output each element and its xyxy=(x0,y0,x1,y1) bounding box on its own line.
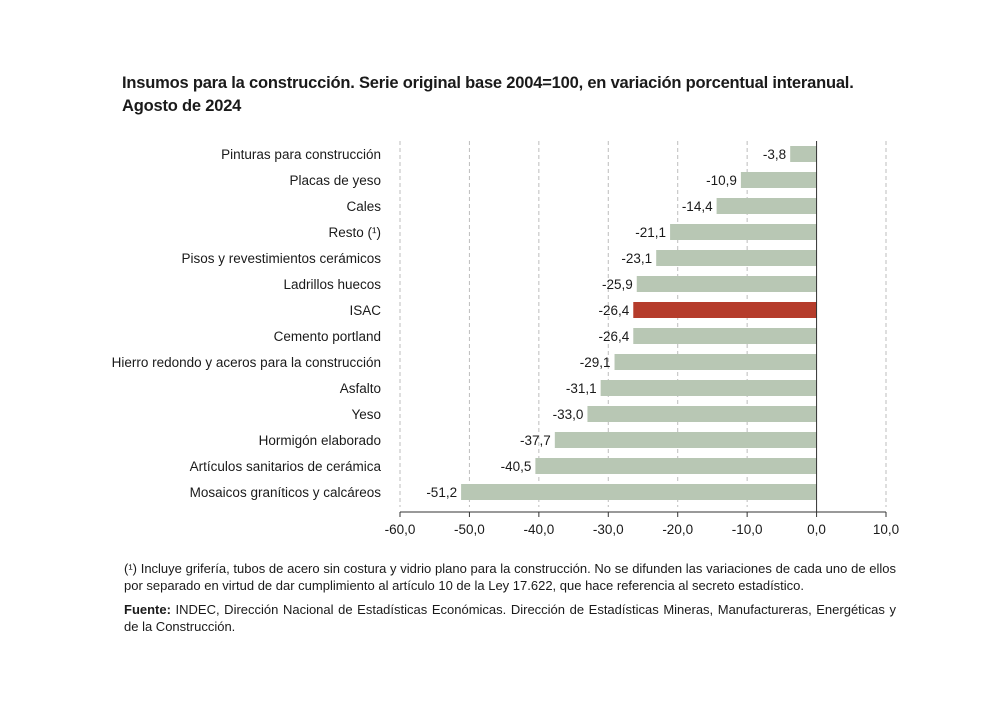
bar xyxy=(636,276,817,292)
bar xyxy=(614,354,817,370)
data-label: -37,7 xyxy=(520,433,551,448)
category-label: ISAC xyxy=(349,303,381,318)
category-label: Pisos y revestimientos cerámicos xyxy=(181,251,381,266)
source-text: INDEC, Dirección Nacional de Estadística… xyxy=(124,602,896,634)
data-label: -3,8 xyxy=(763,147,786,162)
source-label: Fuente: xyxy=(124,602,171,617)
source-note: Fuente: INDEC, Dirección Nacional de Est… xyxy=(124,601,896,635)
bar-chart: Pinturas para construcción -3,8 Placas de … xyxy=(112,141,899,537)
x-tick-label: -30,0 xyxy=(593,522,624,537)
bar xyxy=(716,198,817,214)
data-label: -51,2 xyxy=(426,485,457,500)
category-label: Asfalto xyxy=(340,381,381,396)
bar xyxy=(535,458,817,474)
data-label: -40,5 xyxy=(501,459,532,474)
category-label: Placas de yeso xyxy=(289,173,381,188)
data-label: -33,0 xyxy=(553,407,584,422)
chart-title-line-1: Insumos para la construcción. Serie orig… xyxy=(122,74,854,92)
bar xyxy=(461,484,817,500)
x-tick-label: 10,0 xyxy=(873,522,899,537)
data-label: -25,9 xyxy=(602,277,633,292)
bar xyxy=(587,406,817,422)
category-label: Ladrillos huecos xyxy=(283,277,381,292)
category-label: Cales xyxy=(346,199,381,214)
category-label: Yeso xyxy=(351,407,381,422)
bar xyxy=(633,302,817,318)
x-tick-label: -50,0 xyxy=(454,522,485,537)
category-label: Hierro redondo y aceros para la construc… xyxy=(112,355,381,370)
bar xyxy=(670,224,817,240)
data-label: -23,1 xyxy=(621,251,652,266)
category-label: Cemento portland xyxy=(274,329,381,344)
x-tick-label: 0,0 xyxy=(807,522,826,537)
bar xyxy=(656,250,817,266)
footnote: (¹) Incluye grifería, tubos de acero sin… xyxy=(124,561,896,593)
bar xyxy=(740,172,817,188)
category-label: Artículos sanitarios de cerámica xyxy=(190,459,382,474)
chart-title: Insumos para la construcción. Serie orig… xyxy=(122,72,942,118)
data-label: -14,4 xyxy=(682,199,713,214)
category-label: Pinturas para construcción xyxy=(221,147,381,162)
data-label: -26,4 xyxy=(598,303,629,318)
data-label: -31,1 xyxy=(566,381,597,396)
data-label: -26,4 xyxy=(598,329,629,344)
bar xyxy=(554,432,817,448)
category-label: Resto (¹) xyxy=(328,225,381,240)
category-label: Mosaicos graníticos y calcáreos xyxy=(190,485,382,500)
bar xyxy=(790,146,817,162)
data-label: -21,1 xyxy=(635,225,666,240)
data-label: -10,9 xyxy=(706,173,737,188)
x-tick-label: -10,0 xyxy=(732,522,763,537)
x-tick-label: -20,0 xyxy=(662,522,693,537)
bar xyxy=(600,380,817,396)
chart-notes: (¹) Incluye grifería, tubos de acero sin… xyxy=(124,560,896,642)
data-label: -29,1 xyxy=(580,355,611,370)
bar xyxy=(633,328,817,344)
x-tick-label: -40,0 xyxy=(523,522,554,537)
chart-title-line-2: Agosto de 2024 xyxy=(122,97,242,115)
category-label: Hormigón elaborado xyxy=(259,433,381,448)
x-tick-label: -60,0 xyxy=(385,522,416,537)
